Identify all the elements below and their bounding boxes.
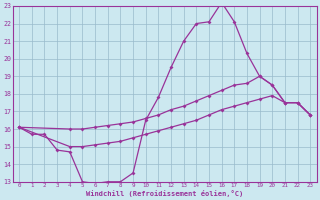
X-axis label: Windchill (Refroidissement éolien,°C): Windchill (Refroidissement éolien,°C) bbox=[86, 190, 243, 197]
